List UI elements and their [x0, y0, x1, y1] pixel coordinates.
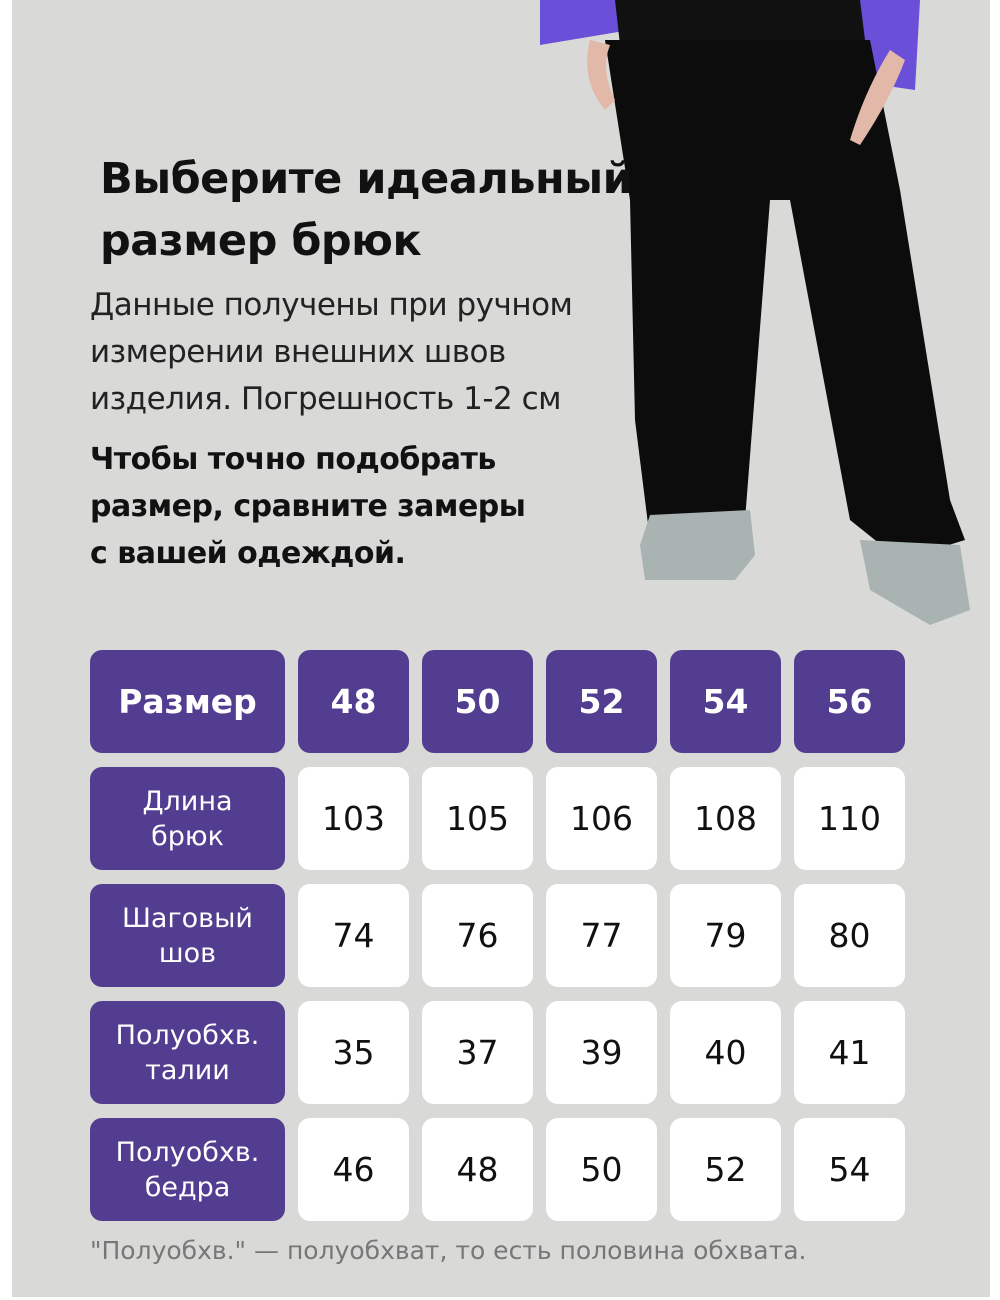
table-cell: 39	[546, 1001, 657, 1104]
table-cell: 48	[422, 1118, 533, 1221]
table-cell: 50	[546, 1118, 657, 1221]
row-label-line: брюк	[151, 820, 224, 852]
model-photo	[540, 0, 970, 625]
table-cell: 46	[298, 1118, 409, 1221]
table-cell: 54	[794, 1118, 905, 1221]
row-label-line: Полуобхв.	[115, 1136, 260, 1168]
table-cell: 52	[670, 1118, 781, 1221]
table-cell: 40	[670, 1001, 781, 1104]
description-line: изделия. Погрешность 1-2 см	[90, 381, 562, 417]
tip-line: размер, сравните замеры	[90, 489, 526, 524]
header-size-54: 54	[670, 650, 781, 753]
row-label-line: Длина	[142, 785, 233, 817]
header-size-52: 52	[546, 650, 657, 753]
table-cell: 35	[298, 1001, 409, 1104]
table-cell: 41	[794, 1001, 905, 1104]
header-size-label: Размер	[90, 650, 285, 753]
table-cell: 79	[670, 884, 781, 987]
table-cell: 37	[422, 1001, 533, 1104]
row-label: Полуобхв. бедра	[90, 1118, 285, 1221]
row-label: Шаговый шов	[90, 884, 285, 987]
table-cell: 110	[794, 767, 905, 870]
header-size-48: 48	[298, 650, 409, 753]
table-cell: 80	[794, 884, 905, 987]
row-label: Полуобхв. талии	[90, 1001, 285, 1104]
description-line: Данные получены при ручном	[90, 287, 573, 323]
table-cell: 76	[422, 884, 533, 987]
title-line: размер брюк	[100, 216, 422, 266]
row-label-line: Шаговый	[122, 902, 253, 934]
page-title: Выберите идеальный размер брюк	[100, 148, 633, 272]
header-size-56: 56	[794, 650, 905, 753]
footnote: "Полуобхв." — полуобхват, то есть полови…	[90, 1236, 807, 1265]
table-cell: 106	[546, 767, 657, 870]
description: Данные получены при ручном измерении вне…	[90, 282, 573, 423]
table-cell: 105	[422, 767, 533, 870]
row-label-line: шов	[158, 937, 217, 969]
description-line: измерении внешних швов	[90, 334, 506, 370]
table-cell: 77	[546, 884, 657, 987]
table-cell: 108	[670, 767, 781, 870]
row-label: Длина брюк	[90, 767, 285, 870]
tip-line: Чтобы точно подобрать	[90, 442, 496, 477]
table-cell: 103	[298, 767, 409, 870]
title-line: Выберите идеальный	[100, 154, 633, 204]
row-label-line: Полуобхв.	[115, 1019, 260, 1051]
row-label-line: талии	[145, 1054, 230, 1086]
table-cell: 74	[298, 884, 409, 987]
row-label-line: бедра	[144, 1171, 231, 1203]
header-size-50: 50	[422, 650, 533, 753]
tip-text: Чтобы точно подобрать размер, сравните з…	[90, 436, 526, 577]
tip-line: с вашей одеждой.	[90, 536, 406, 571]
